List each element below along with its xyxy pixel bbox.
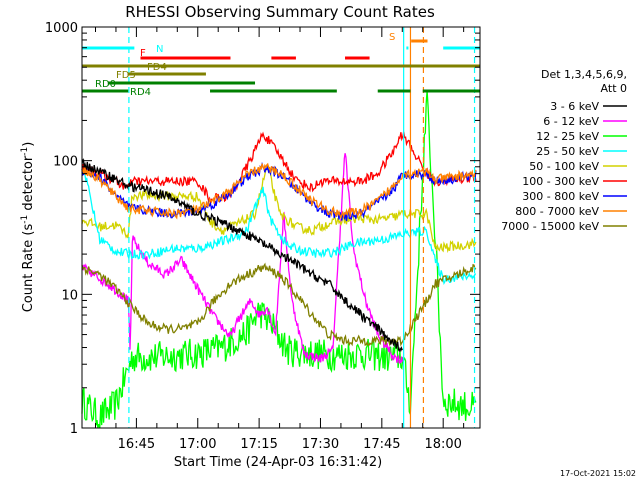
y-axis-label-main: Count Rate (s bbox=[21, 224, 36, 313]
legend-label: 25 - 50 keV bbox=[536, 145, 599, 158]
legend-label: 800 - 7000 keV bbox=[515, 205, 599, 218]
legend: Det 1,3,4,5,6,9, Att 0 3 - 6 keV 6 - 12 k… bbox=[501, 68, 627, 233]
x-tick-label-1730: 17:30 bbox=[302, 437, 339, 452]
plot-frame bbox=[81, 26, 481, 429]
legend-label: 7000 - 15000 keV bbox=[501, 220, 599, 233]
x-axis-label: Start Time (24-Apr-03 16:31:42) bbox=[174, 455, 382, 470]
x-tick-label-1715: 17:15 bbox=[240, 437, 277, 452]
flag-label-fd4: FD4 bbox=[147, 62, 167, 73]
x-tick-label-1745: 17:45 bbox=[363, 437, 400, 452]
legend-label: 6 - 12 keV bbox=[543, 115, 599, 128]
x-tick-label-1700: 17:00 bbox=[179, 437, 216, 452]
flag-label-f: F bbox=[140, 48, 146, 59]
y-tick-label-1000: 1000 bbox=[45, 21, 78, 36]
legend-label: 50 - 100 keV bbox=[529, 160, 599, 173]
timestamp: 17-Oct-2021 15:02 bbox=[560, 469, 636, 478]
flag-label-n: N bbox=[156, 44, 163, 55]
y-tick-label-10: 10 bbox=[61, 288, 78, 303]
flag-label-fd5: FD5 bbox=[116, 70, 136, 81]
y-axis-label: Count Rate (s-1 detector-1) bbox=[20, 142, 36, 313]
vertical-markers bbox=[128, 27, 476, 428]
legend-label: 3 - 6 keV bbox=[550, 100, 599, 113]
flag-label-rd4: RD4 bbox=[130, 87, 151, 98]
x-tick-label-1800: 18:00 bbox=[424, 437, 461, 452]
y-tick-label-100: 100 bbox=[53, 155, 78, 170]
legend-header-line1: Det 1,3,4,5,6,9, bbox=[541, 68, 627, 81]
axes: 1 10 100 1000 16:45 17:00 17:15 17:30 17:45 18:00 bbox=[45, 21, 481, 452]
y-axis-label-sup-1: -1 bbox=[20, 215, 30, 224]
series-line-3-6-kev bbox=[81, 158, 403, 353]
x-tick-label-1645: 16:45 bbox=[118, 437, 155, 452]
legend-label: 12 - 25 keV bbox=[536, 130, 599, 143]
y-tick-label-1: 1 bbox=[70, 422, 78, 437]
chart-title: RHESSI Observing Summary Count Rates bbox=[125, 3, 435, 21]
legend-label: 100 - 300 keV bbox=[522, 175, 599, 188]
y-axis-label-sup-2: -1 bbox=[20, 147, 30, 156]
y-axis-label-end: ) bbox=[21, 142, 36, 147]
flag-label-s: S bbox=[389, 32, 395, 43]
flag-label-rd0: RD0 bbox=[95, 79, 116, 90]
y-axis-label-mid: detector bbox=[21, 155, 36, 215]
legend-header-line2: Att 0 bbox=[601, 82, 627, 95]
legend-label: 300 - 800 keV bbox=[522, 190, 599, 203]
series-line-6-12-kev bbox=[81, 153, 403, 364]
